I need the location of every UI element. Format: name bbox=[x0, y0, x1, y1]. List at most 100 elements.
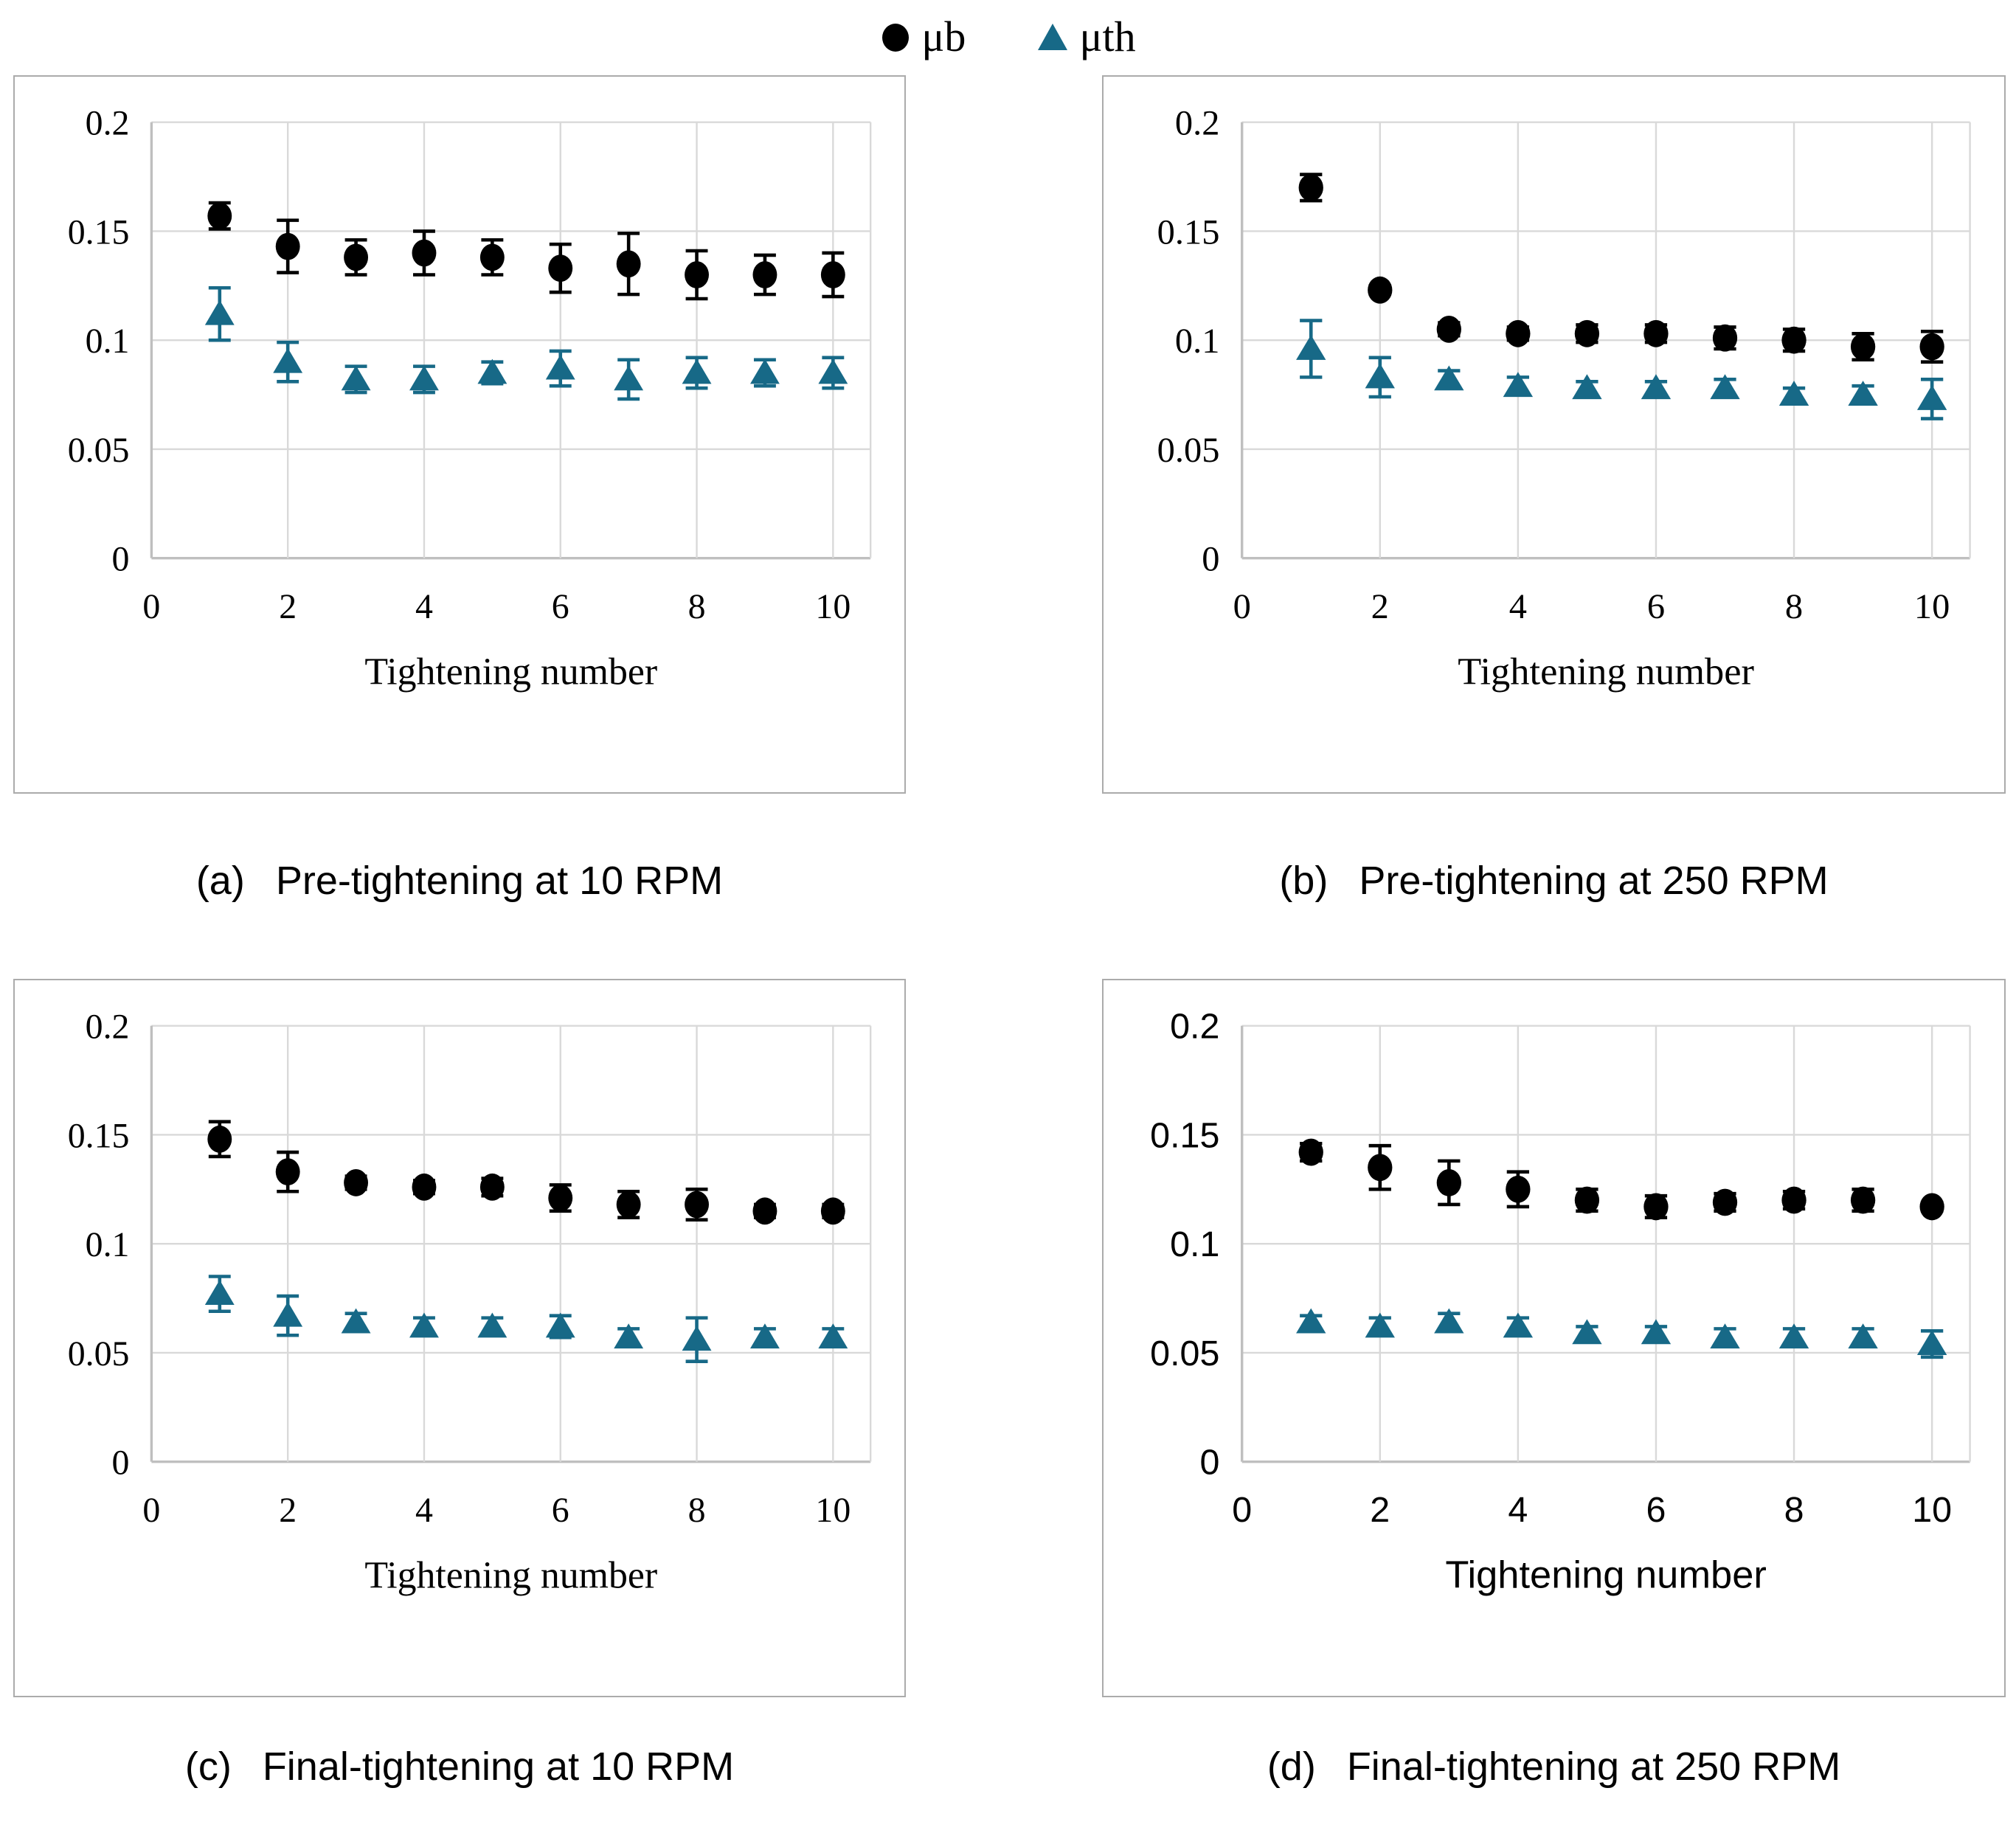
data-point-circle bbox=[616, 250, 641, 278]
data-point-circle bbox=[1781, 326, 1807, 354]
data-point-triangle bbox=[1572, 374, 1602, 400]
triangle-marker-icon bbox=[1038, 24, 1068, 50]
x-axis-title: Tightening number bbox=[364, 651, 657, 693]
x-axis-title: Tightening number bbox=[1445, 1554, 1767, 1597]
data-point-circle bbox=[685, 1191, 709, 1219]
y-tick-label: 0.1 bbox=[1170, 1224, 1219, 1264]
data-point-circle bbox=[1643, 319, 1669, 347]
x-tick-label: 6 bbox=[552, 1491, 569, 1530]
scatter-plot-a: 0 0.05 0.1 0.15 0.2 0 2 4 6 8 10 Tightening number bbox=[68, 104, 872, 693]
data-point-triangle bbox=[1916, 385, 1947, 410]
y-tick-label: 0 bbox=[112, 540, 130, 579]
series-muth bbox=[204, 285, 848, 401]
data-point-triangle bbox=[1365, 1312, 1395, 1338]
data-point-circle bbox=[1919, 333, 1944, 361]
caption-d: (d) Final-tightening at 250 RPM bbox=[1102, 1743, 2006, 1791]
caption-b-text: Pre-tightening at 250 RPM bbox=[1359, 859, 1829, 903]
x-tick-label: 10 bbox=[815, 1491, 851, 1530]
data-point-circle bbox=[275, 1158, 300, 1185]
caption-b: (b) Pre-tightening at 250 RPM bbox=[1102, 857, 2006, 905]
data-point-circle bbox=[548, 254, 573, 283]
x-tick-label: 8 bbox=[688, 1491, 706, 1530]
series-mub bbox=[1298, 1138, 1944, 1221]
legend-item-mub: μb bbox=[880, 15, 966, 58]
series-mub bbox=[207, 201, 845, 301]
y-tick-label: 0 bbox=[1202, 540, 1219, 579]
data-point-triangle bbox=[1641, 1319, 1672, 1345]
series-muth bbox=[204, 1274, 848, 1363]
circle-marker-icon bbox=[882, 24, 910, 52]
data-point-triangle bbox=[750, 358, 780, 384]
figure-grid: 0 0.05 0.1 0.15 0.2 0 2 4 6 8 10 Tightening number … bbox=[0, 75, 2016, 1791]
data-point-triangle bbox=[1572, 1319, 1602, 1345]
scatter-plot-d: 0 0.05 0.1 0.15 0.2 0 2 4 6 8 10 Tightening number bbox=[1150, 1007, 1971, 1597]
x-tick-label: 6 bbox=[1646, 1490, 1666, 1530]
data-point-circle bbox=[1574, 319, 1600, 347]
circle-marker-shape bbox=[882, 24, 910, 52]
data-point-triangle bbox=[204, 1280, 235, 1305]
x-tick-label: 8 bbox=[688, 587, 706, 626]
x-axis-title: Tightening number bbox=[1458, 651, 1754, 693]
x-axis-title: Tightening number bbox=[364, 1555, 657, 1597]
data-point-circle bbox=[344, 243, 369, 271]
data-point-circle bbox=[1781, 1186, 1807, 1214]
panel-c: 0 0.05 0.1 0.15 0.2 0 2 4 6 8 10 Tightening number bbox=[13, 978, 906, 1697]
y-tick-label: 0.15 bbox=[1157, 213, 1220, 252]
x-tick-label: 10 bbox=[1914, 588, 1950, 627]
y-tick-label: 0.15 bbox=[1150, 1115, 1219, 1155]
data-point-triangle bbox=[477, 358, 508, 384]
legend-label-mub: μb bbox=[921, 13, 966, 60]
caption-d-text: Final-tightening at 250 RPM bbox=[1346, 1744, 1841, 1789]
x-tick-label: 8 bbox=[1784, 1490, 1804, 1530]
caption-b-prefix: (b) bbox=[1279, 859, 1329, 903]
caption-d-prefix: (d) bbox=[1267, 1744, 1316, 1789]
x-tick-label: 4 bbox=[1508, 1490, 1528, 1530]
panel-d: 0 0.05 0.1 0.15 0.2 0 2 4 6 8 10 Tightening number bbox=[1102, 978, 2006, 1697]
x-tick-label: 8 bbox=[1785, 588, 1803, 627]
scatter-plot-b: 0 0.05 0.1 0.15 0.2 0 2 4 6 8 10 Tightening number bbox=[1157, 104, 1971, 693]
data-point-circle bbox=[685, 261, 709, 288]
data-point-triangle bbox=[204, 299, 235, 325]
y-tick-label: 0 bbox=[1199, 1443, 1219, 1483]
y-tick-label: 0.2 bbox=[86, 104, 130, 143]
panel-b: 0 0.05 0.1 0.15 0.2 0 2 4 6 8 10 Tightening number bbox=[1102, 75, 2006, 794]
data-point-triangle bbox=[1503, 372, 1534, 398]
data-point-circle bbox=[1436, 315, 1461, 343]
y-tick-label: 0.15 bbox=[68, 1116, 130, 1155]
data-point-circle bbox=[412, 1173, 437, 1201]
data-point-circle bbox=[752, 261, 777, 288]
data-point-triangle bbox=[545, 1312, 575, 1338]
x-tick-label: 0 bbox=[142, 587, 160, 626]
legend: μb μth bbox=[0, 0, 2016, 68]
data-point-triangle bbox=[273, 1301, 303, 1327]
data-point-circle bbox=[1368, 276, 1393, 304]
data-point-circle bbox=[412, 239, 437, 267]
series-mub bbox=[1298, 173, 1944, 364]
y-tick-label: 0.15 bbox=[68, 212, 130, 252]
y-tick-label: 0.1 bbox=[86, 322, 130, 361]
y-tick-label: 0.2 bbox=[1170, 1007, 1219, 1047]
y-tick-label: 0.05 bbox=[1150, 1334, 1219, 1373]
data-point-triangle bbox=[1848, 381, 1878, 406]
x-tick-label: 2 bbox=[279, 1491, 297, 1530]
x-tick-label: 2 bbox=[1370, 1490, 1390, 1530]
x-tick-label: 0 bbox=[1233, 588, 1251, 627]
data-point-circle bbox=[1919, 1193, 1944, 1221]
caption-a: (a) Pre-tightening at 10 RPM bbox=[13, 857, 906, 905]
y-tick-label: 0.2 bbox=[1175, 104, 1220, 143]
data-point-triangle bbox=[614, 365, 644, 391]
data-point-circle bbox=[207, 202, 232, 230]
data-point-triangle bbox=[614, 1323, 644, 1348]
data-point-triangle bbox=[1296, 1308, 1326, 1334]
caption-c: (c) Final-tightening at 10 RPM bbox=[13, 1743, 906, 1791]
data-point-circle bbox=[616, 1191, 641, 1219]
data-point-circle bbox=[1712, 1188, 1738, 1216]
data-point-circle bbox=[1506, 319, 1531, 347]
data-point-triangle bbox=[1296, 335, 1326, 360]
data-point-triangle bbox=[1641, 374, 1672, 400]
data-point-circle bbox=[479, 243, 505, 271]
x-tick-label: 4 bbox=[415, 587, 433, 626]
data-point-triangle bbox=[818, 358, 848, 384]
caption-a-text: Pre-tightening at 10 RPM bbox=[275, 859, 724, 903]
data-point-circle bbox=[752, 1197, 777, 1225]
